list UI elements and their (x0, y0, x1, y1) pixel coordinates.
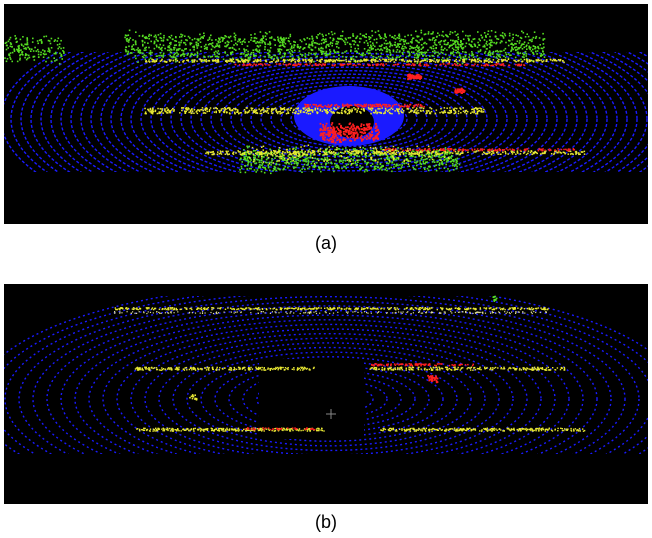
curb-top-yellow-b (114, 307, 549, 311)
road-edge-mid-red-a (304, 103, 425, 108)
point-cloud-render-a (4, 4, 648, 224)
road-edge-low-red-b (244, 427, 316, 431)
green-marker-b (492, 295, 498, 302)
red-object-b (427, 374, 439, 384)
point-cloud-image-b (4, 284, 648, 504)
vegetation-top-a (124, 29, 546, 65)
road-edge-low-right-yellow-b (380, 427, 586, 432)
yellow-scatter-a (249, 144, 450, 165)
curb-top-white-b (114, 311, 547, 315)
road-edge-low-red-a (384, 148, 576, 152)
red-object-a (319, 122, 380, 144)
caption-a: (a) (315, 233, 337, 253)
curb-top-red-a (234, 63, 526, 67)
red-object-right-a (407, 73, 423, 81)
road-edge-left-yellow-b (134, 366, 315, 371)
vegetation-left-a (4, 35, 65, 65)
road-edge-right-yellow-b (369, 366, 566, 371)
origin-crosshair-icon (326, 409, 336, 419)
red-object-far-a (454, 87, 466, 94)
point-cloud-image-a (4, 4, 648, 224)
ground-rings-a (4, 52, 648, 172)
road-edge-right-red-b (371, 363, 474, 367)
caption-b: (b) (315, 512, 337, 532)
curb-top-yellow-a (145, 58, 565, 63)
road-edge-mid-yellow-a (144, 107, 485, 115)
point-cloud-render-b (4, 284, 648, 504)
empty-region-b (259, 359, 364, 439)
yellow-object-left-b (189, 394, 198, 401)
